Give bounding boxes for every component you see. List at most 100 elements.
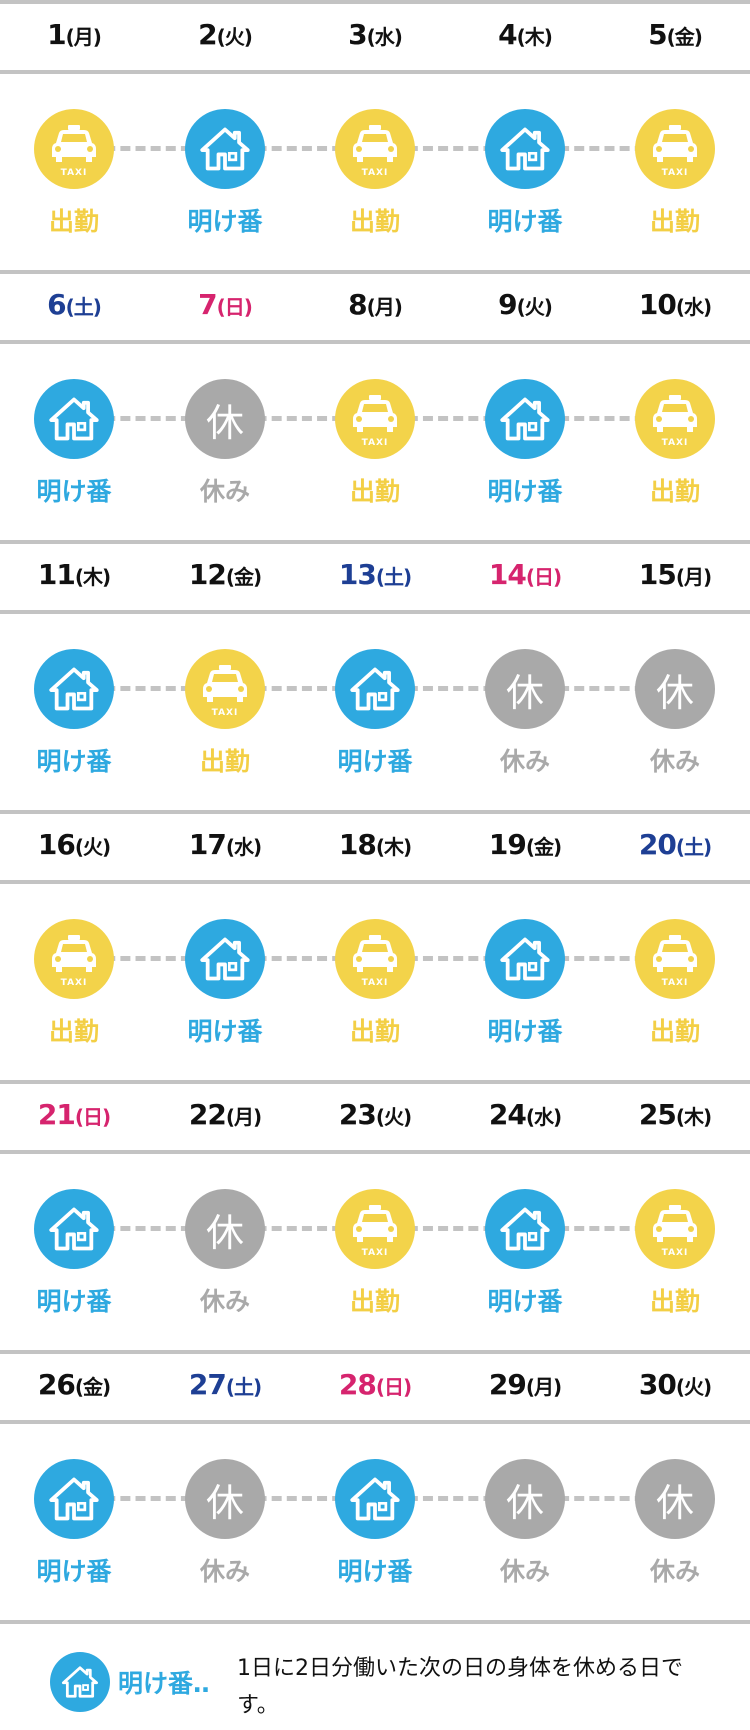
svg-text:TAXI: TAXI	[212, 708, 239, 717]
week-row: 16(火) TAXI 出勤 17(水) 明け番 18(木) TAXI 出勤 19(金) 明け番 20…	[0, 810, 750, 1080]
day-number: 2	[198, 18, 218, 51]
day-number: 21	[37, 1098, 76, 1131]
rest-glyph: 休	[205, 1480, 244, 1525]
day-of-week: (金)	[74, 1375, 111, 1399]
taxi-icon: TAXI	[335, 109, 415, 189]
house-icon	[34, 1459, 114, 1539]
shift-label: 出勤	[349, 1287, 400, 1316]
day-of-week: (木)	[375, 835, 412, 859]
day-of-week: (水)	[675, 295, 712, 319]
divider	[0, 1350, 750, 1354]
shift-label: 出勤	[649, 1287, 700, 1316]
day-number: 25	[638, 1098, 677, 1131]
house-icon	[485, 1189, 565, 1269]
taxi-icon: TAXI	[635, 379, 715, 459]
house-icon	[335, 1459, 415, 1539]
divider	[0, 1150, 750, 1154]
day-header: 25(木)	[600, 1098, 750, 1131]
day-of-week: (月)	[675, 565, 712, 589]
day-number: 24	[488, 1098, 527, 1131]
day-number: 3	[348, 18, 368, 51]
day-header: 30(火)	[600, 1368, 750, 1401]
house-icon	[185, 109, 265, 189]
day-number: 19	[488, 828, 527, 861]
day-header: 2(火)	[150, 18, 300, 51]
day-header: 11(木)	[0, 558, 149, 591]
divider	[0, 0, 750, 4]
shift-label: 休み	[199, 477, 250, 506]
shift-label: 明け番	[36, 1287, 112, 1316]
day-number: 12	[188, 558, 227, 591]
taxi-icon: TAXI	[335, 379, 415, 459]
divider	[0, 810, 750, 814]
day-number: 7	[198, 288, 218, 321]
day-header: 13(土)	[300, 558, 450, 591]
day-of-week: (金)	[525, 835, 562, 859]
day-of-week: (月)	[225, 1105, 262, 1129]
rest-icon: 休	[185, 379, 265, 459]
shift-label: 休み	[649, 747, 700, 776]
rest-icon: 休	[185, 1459, 265, 1539]
divider	[0, 70, 750, 74]
day-header: 5(金)	[600, 18, 750, 51]
taxi-icon: TAXI	[635, 1189, 715, 1269]
day-header: 15(月)	[600, 558, 750, 591]
day-number: 14	[488, 558, 527, 591]
house-icon	[34, 649, 114, 729]
svg-text:TAXI: TAXI	[662, 168, 689, 177]
divider	[0, 340, 750, 344]
shift-label: 明け番	[337, 747, 413, 776]
day-of-week: (日)	[525, 565, 562, 589]
taxi-icon: TAXI	[34, 919, 114, 999]
day-of-week: (土)	[225, 1375, 262, 1399]
divider	[0, 1420, 750, 1424]
day-number: 8	[348, 288, 368, 321]
day-header: 23(火)	[300, 1098, 450, 1131]
day-of-week: (月)	[65, 25, 102, 49]
divider	[0, 270, 750, 274]
day-number: 6	[47, 288, 67, 321]
day-number: 15	[638, 558, 677, 591]
day-header: 21(日)	[0, 1098, 149, 1131]
shift-label: 出勤	[649, 477, 700, 506]
shift-label: 明け番	[36, 747, 112, 776]
day-of-week: (火)	[675, 1375, 712, 1399]
day-of-week: (日)	[375, 1375, 412, 1399]
day-number: 26	[37, 1368, 76, 1401]
week-row: 1(月) TAXI 出勤 2(火) 明け番 3(水) TAXI 出勤 4(木) 明け番 5(金) TA…	[0, 0, 750, 270]
rest-icon: 休	[635, 1459, 715, 1539]
day-number: 13	[338, 558, 377, 591]
day-of-week: (火)	[375, 1105, 412, 1129]
taxi-icon: TAXI	[185, 649, 265, 729]
day-number: 23	[338, 1098, 377, 1131]
day-number: 9	[498, 288, 518, 321]
day-of-week: (水)	[225, 835, 262, 859]
day-number: 22	[188, 1098, 227, 1131]
shift-label: 出勤	[349, 207, 400, 236]
day-header: 24(水)	[450, 1098, 600, 1131]
day-of-week: (木)	[675, 1105, 712, 1129]
day-number: 1	[47, 18, 67, 51]
day-of-week: (水)	[525, 1105, 562, 1129]
rest-glyph: 休	[205, 1210, 244, 1255]
legend-description: 1日に2日分働いた次の日の身体を休める日です。	[237, 1656, 683, 1718]
taxi-icon: TAXI	[635, 109, 715, 189]
shift-label: 出勤	[649, 207, 700, 236]
day-header: 12(金)	[150, 558, 300, 591]
day-header: 10(水)	[600, 288, 750, 321]
day-number: 4	[498, 18, 518, 51]
shift-label: 休み	[199, 1557, 250, 1586]
day-number: 30	[638, 1368, 677, 1401]
divider	[0, 610, 750, 614]
day-header: 3(水)	[300, 18, 450, 51]
day-of-week: (金)	[666, 25, 703, 49]
divider	[0, 880, 750, 884]
rest-glyph: 休	[655, 670, 694, 715]
shift-label: 休み	[649, 1557, 700, 1586]
day-of-week: (日)	[74, 1105, 111, 1129]
divider	[0, 540, 750, 544]
day-header: 28(日)	[300, 1368, 450, 1401]
rest-glyph: 休	[505, 670, 544, 715]
week-row: 11(木) 明け番 12(金) TAXI 出勤 13(土) 明け番 14(日) 休休み 15(月)…	[0, 540, 750, 810]
day-number: 5	[648, 18, 668, 51]
